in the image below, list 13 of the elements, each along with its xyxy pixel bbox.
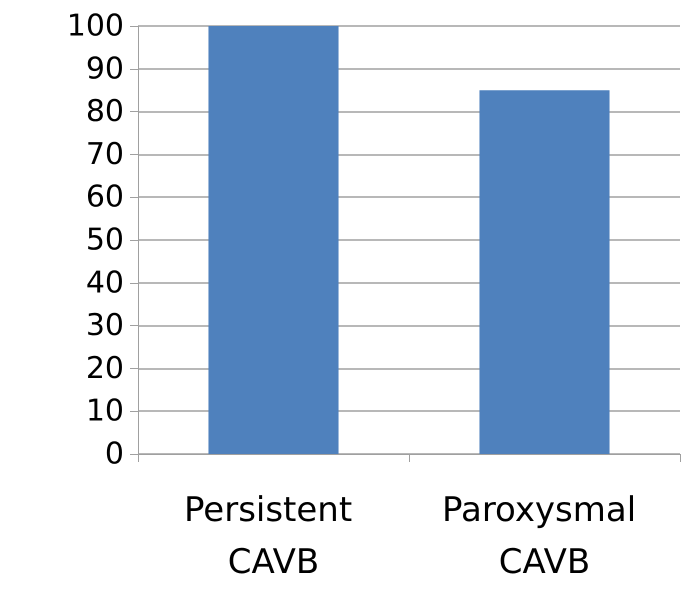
y-tick-label: 90 — [86, 51, 124, 86]
y-tick-label: 100 — [66, 8, 124, 44]
x-tick-label: Persistent CAVB — [184, 490, 363, 582]
y-tick-label: 70 — [86, 136, 124, 172]
y-tick-label: 40 — [86, 265, 124, 300]
y-tick-label: 10 — [86, 394, 124, 429]
y-tick-label: 60 — [86, 180, 124, 215]
y-tick-label: 80 — [86, 94, 124, 130]
y-tick-label: 30 — [86, 308, 124, 344]
x-tick-label: Paroxysmal CAVB — [442, 490, 647, 582]
y-tick-label: 0 — [104, 436, 124, 472]
y-tick-label: 50 — [86, 222, 124, 258]
y-tick-label: 20 — [86, 350, 124, 386]
